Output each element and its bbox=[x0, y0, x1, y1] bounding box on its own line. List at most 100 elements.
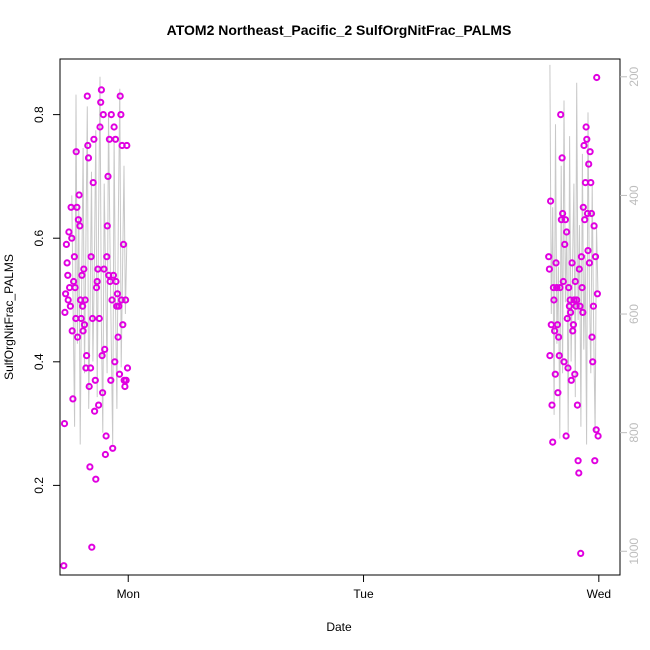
data-point bbox=[547, 197, 555, 205]
data-point bbox=[559, 209, 567, 218]
data-point bbox=[70, 253, 79, 261]
data-point bbox=[548, 401, 556, 409]
data-point bbox=[96, 123, 104, 131]
data-point bbox=[560, 358, 568, 366]
data-point bbox=[563, 314, 571, 323]
y-axis-label: SulfOrgNitFrac_PALMS bbox=[2, 254, 16, 380]
data-point bbox=[587, 209, 596, 218]
data-point bbox=[68, 327, 76, 335]
data-point bbox=[103, 222, 111, 230]
data-point bbox=[579, 308, 587, 316]
data-point bbox=[591, 253, 600, 261]
data-point bbox=[91, 407, 99, 415]
data-point bbox=[576, 302, 584, 310]
y2-tick-label: 600 bbox=[627, 304, 641, 324]
data-point bbox=[92, 475, 100, 483]
data-point bbox=[588, 333, 596, 341]
data-point bbox=[79, 302, 87, 310]
data-point bbox=[70, 277, 78, 286]
data-point bbox=[64, 296, 72, 304]
data-point bbox=[61, 308, 69, 316]
data-point bbox=[80, 321, 89, 329]
data-point bbox=[585, 259, 594, 267]
x-tick-label: Tue bbox=[353, 587, 374, 601]
data-point bbox=[569, 321, 578, 329]
data-point bbox=[112, 277, 120, 286]
x-tick-label: Mon bbox=[117, 587, 140, 601]
x-axis-label: Date bbox=[326, 620, 352, 634]
data-point bbox=[91, 376, 99, 384]
data-point bbox=[95, 401, 103, 409]
data-point bbox=[74, 216, 83, 224]
data-point bbox=[79, 327, 87, 335]
data-point bbox=[585, 160, 593, 168]
data-point bbox=[577, 549, 585, 558]
data-point bbox=[551, 327, 559, 335]
data-point bbox=[76, 222, 84, 230]
data-point bbox=[109, 271, 118, 279]
data-point bbox=[97, 98, 105, 106]
data-point bbox=[567, 308, 575, 316]
data-point bbox=[568, 259, 576, 267]
data-point bbox=[97, 86, 106, 94]
data-point bbox=[555, 352, 563, 360]
data-point bbox=[553, 321, 562, 329]
data-point bbox=[62, 240, 71, 248]
y2-tick-label: 1000 bbox=[627, 538, 641, 565]
data-point bbox=[566, 296, 574, 304]
data-point bbox=[589, 302, 598, 310]
data-point bbox=[561, 216, 570, 224]
data-point bbox=[553, 284, 561, 292]
data-point bbox=[573, 401, 582, 409]
data-point bbox=[99, 389, 107, 397]
data-point bbox=[556, 284, 564, 292]
data-point bbox=[71, 284, 79, 292]
data-point bbox=[72, 148, 80, 156]
plot-frame bbox=[59, 58, 621, 576]
data-point bbox=[570, 296, 578, 304]
data-point bbox=[95, 314, 103, 323]
data-point bbox=[590, 222, 598, 230]
data-point bbox=[578, 284, 586, 292]
data-point bbox=[105, 135, 114, 143]
data-point bbox=[581, 216, 589, 224]
data-point bbox=[101, 345, 109, 353]
profile-line-1 bbox=[549, 64, 599, 445]
y-tick-label: 0.8 bbox=[32, 106, 46, 123]
data-points bbox=[60, 73, 602, 570]
profile-lines bbox=[71, 64, 599, 445]
data-point bbox=[60, 562, 68, 570]
y-tick-label: 0.6 bbox=[32, 230, 46, 247]
data-point bbox=[579, 203, 587, 211]
data-point bbox=[547, 321, 555, 329]
y2-tick-label: 800 bbox=[627, 422, 641, 442]
data-point bbox=[90, 135, 98, 143]
data-point bbox=[68, 234, 76, 242]
y2-axis: 200 400 600 800 1000 bbox=[620, 66, 641, 565]
data-point bbox=[119, 240, 128, 248]
data-point bbox=[580, 141, 588, 150]
data-point bbox=[103, 253, 111, 261]
data-point bbox=[65, 228, 73, 236]
data-point bbox=[117, 296, 126, 304]
data-point bbox=[87, 253, 95, 261]
data-point bbox=[558, 154, 566, 162]
data-point bbox=[69, 395, 77, 403]
data-point bbox=[577, 253, 586, 261]
y-axis: 0.2 0.4 0.6 0.8 bbox=[32, 106, 60, 494]
data-point bbox=[584, 247, 592, 255]
data-point bbox=[75, 191, 83, 199]
data-point bbox=[89, 179, 97, 187]
data-point bbox=[550, 296, 558, 304]
data-point bbox=[84, 154, 93, 162]
data-point bbox=[545, 265, 554, 273]
data-point bbox=[573, 296, 581, 304]
data-point bbox=[63, 259, 71, 267]
data-point bbox=[593, 290, 602, 298]
data-point bbox=[81, 296, 89, 304]
data-point bbox=[83, 92, 91, 100]
data-point bbox=[115, 302, 123, 310]
data-point bbox=[110, 123, 118, 131]
data-point bbox=[101, 450, 110, 459]
